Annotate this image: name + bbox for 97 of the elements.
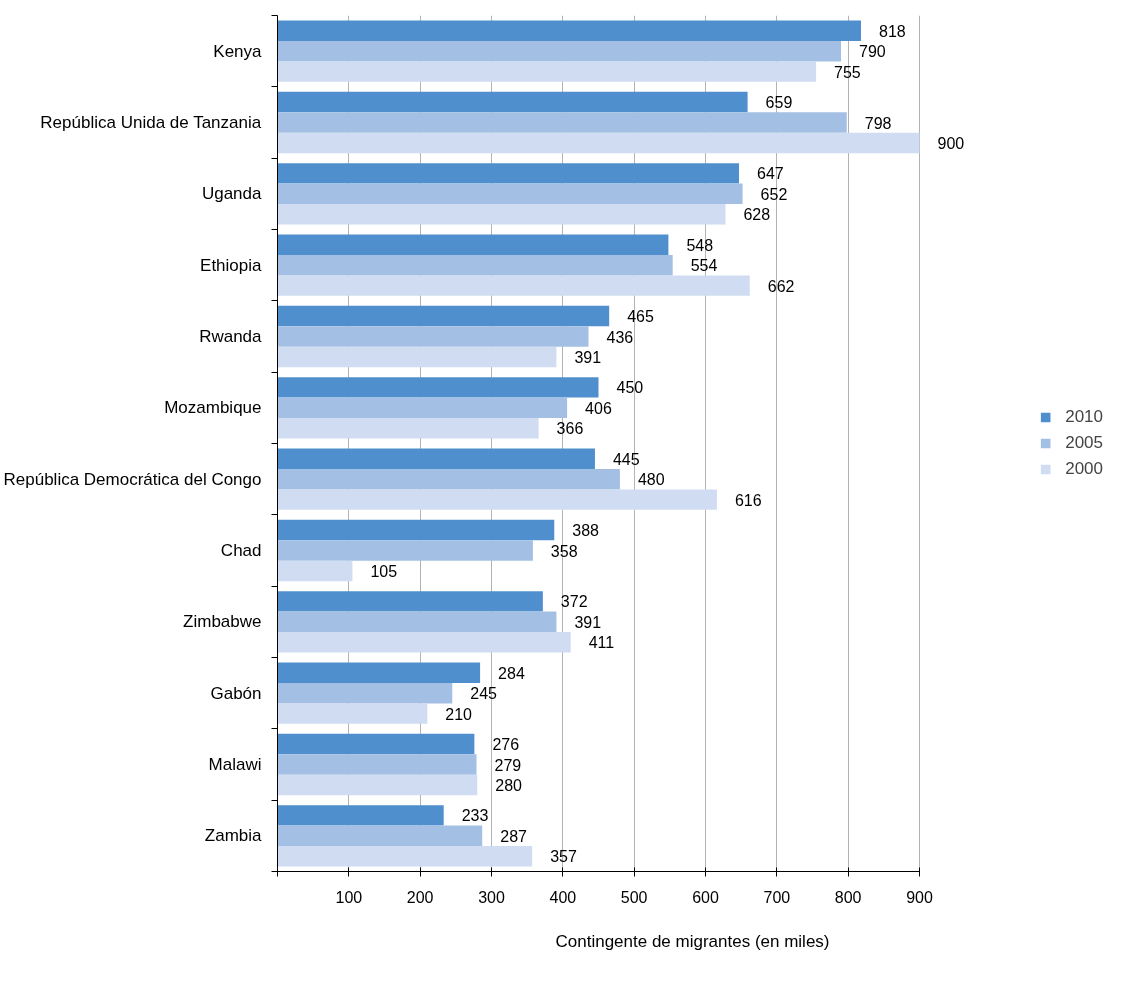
data-label: 406	[585, 399, 612, 417]
bar	[277, 234, 669, 255]
bar	[277, 662, 481, 683]
y-tick-label: Ethiopia	[200, 255, 263, 275]
data-label: 284	[498, 664, 525, 682]
data-label: 391	[574, 348, 602, 366]
data-label: 287	[500, 827, 528, 845]
bar	[277, 183, 743, 205]
y-tick-label: Zimbabwe	[183, 612, 262, 632]
x-axis-title: Contingente de migrantes (en miles)	[555, 931, 830, 951]
legend-label: 2000	[1065, 459, 1103, 479]
data-label: 372	[560, 593, 588, 611]
bar	[277, 703, 428, 724]
bar	[277, 846, 533, 867]
data-label: 366	[556, 420, 584, 438]
y-tick-label: Uganda	[201, 184, 263, 204]
bar	[277, 163, 740, 184]
bar	[277, 591, 543, 612]
data-label: 388	[572, 522, 600, 540]
data-label: 755	[834, 63, 861, 81]
data-label: 411	[588, 634, 615, 652]
y-tick-label: República Unida de Tanzania	[40, 113, 262, 132]
bar	[277, 632, 571, 653]
x-tick-label: 400	[549, 888, 577, 906]
data-label: 480	[637, 471, 665, 489]
data-label: 659	[765, 94, 793, 112]
x-tick-label: 600	[692, 888, 719, 906]
data-label: 798	[864, 114, 892, 132]
x-tick-label: 200	[406, 888, 434, 906]
x-tick-label: 100	[335, 888, 363, 906]
data-label: 357	[550, 848, 577, 866]
bar	[277, 377, 599, 398]
bar	[277, 611, 557, 633]
bar	[277, 825, 483, 847]
data-label: 900	[937, 134, 965, 152]
data-label: 280	[495, 776, 523, 794]
bar	[277, 733, 475, 755]
bar	[277, 754, 477, 775]
bar	[277, 91, 748, 113]
data-label: 616	[734, 491, 762, 509]
bar	[277, 489, 717, 510]
data-label: 445	[612, 450, 640, 468]
legend-label: 2005	[1065, 433, 1103, 453]
bar	[277, 132, 920, 154]
data-label: 628	[743, 206, 771, 224]
bar	[277, 468, 620, 490]
bar	[277, 61, 817, 82]
y-tick-label: Malawi	[208, 755, 262, 774]
bar	[277, 40, 842, 62]
data-label: 818	[879, 22, 906, 40]
bar	[277, 540, 533, 561]
x-tick-label: 800	[834, 888, 862, 906]
data-label: 233	[461, 807, 489, 825]
data-label: 647	[757, 165, 784, 183]
bar	[277, 418, 539, 439]
y-tick-label: Rwanda	[199, 327, 263, 346]
bar	[277, 805, 444, 826]
bar	[277, 112, 847, 133]
bar	[277, 774, 478, 796]
data-label: 450	[616, 379, 644, 397]
y-tick-label: República Democrática del Congo	[3, 469, 262, 489]
data-label: 276	[492, 736, 520, 754]
bar	[277, 254, 673, 276]
bar	[277, 682, 453, 704]
data-label: 465	[627, 308, 654, 326]
bar	[277, 20, 862, 41]
bar	[277, 560, 353, 582]
x-tick-label: 900	[906, 888, 933, 906]
data-label: 358	[550, 542, 578, 560]
x-tick-label: 500	[620, 888, 648, 906]
bar	[277, 346, 557, 368]
y-tick-label: Mozambique	[164, 398, 262, 418]
bar	[277, 305, 610, 327]
data-label: 210	[445, 705, 473, 723]
data-label: 105	[370, 562, 398, 580]
data-label: 554	[690, 257, 718, 275]
bar	[277, 519, 555, 541]
x-tick-label: 300	[478, 888, 505, 906]
y-tick-label: Gabón	[210, 683, 262, 703]
bar	[277, 326, 589, 347]
x-tick-label: 700	[763, 888, 791, 906]
y-tick-label: Kenya	[213, 41, 263, 61]
legend-label: 2010	[1065, 407, 1103, 427]
y-tick-label: Zambia	[204, 826, 263, 846]
data-label: 279	[494, 756, 522, 774]
data-label: 436	[606, 328, 634, 346]
bar	[277, 397, 568, 419]
data-label: 548	[686, 236, 714, 254]
y-tick-label: Chad	[220, 541, 262, 560]
data-label: 652	[760, 185, 788, 203]
bar	[277, 204, 726, 225]
data-label: 790	[859, 43, 886, 61]
bar	[277, 275, 750, 296]
data-label: 391	[574, 613, 602, 631]
data-label: 662	[767, 277, 795, 295]
bar	[277, 448, 595, 469]
data-label: 245	[470, 685, 498, 703]
